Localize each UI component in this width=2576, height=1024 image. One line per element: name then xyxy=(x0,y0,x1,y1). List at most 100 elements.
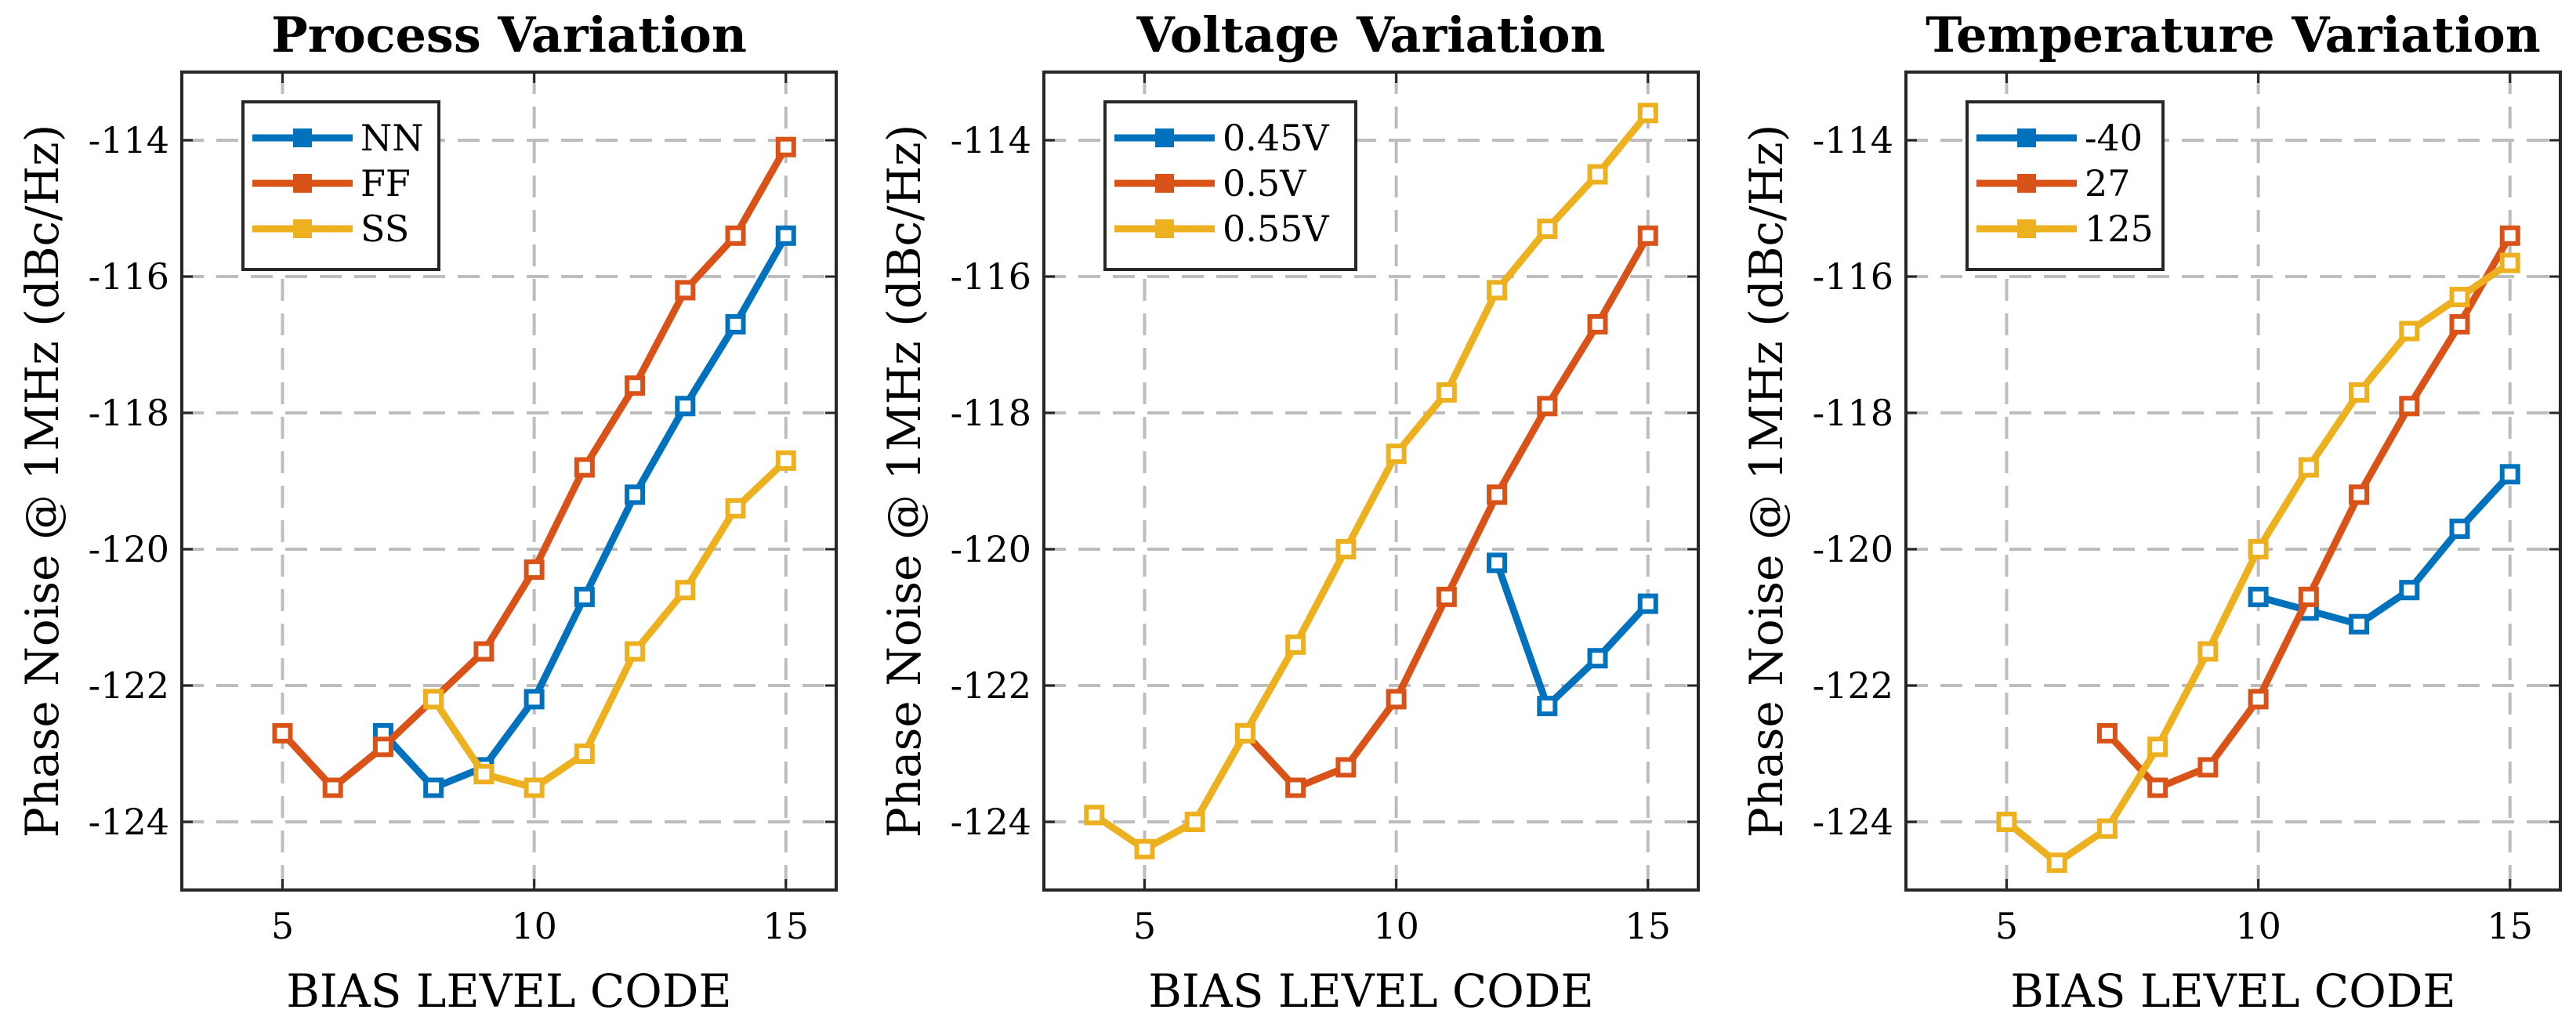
data-point-27 xyxy=(2096,722,2118,744)
data-point-0.5V xyxy=(1637,225,1658,246)
legend-label-FF: FF xyxy=(360,162,411,204)
legend-marker-FF xyxy=(293,174,312,193)
y-tick-label: -122 xyxy=(951,664,1031,707)
data-point-FF xyxy=(372,736,393,758)
y-tick-label: -114 xyxy=(89,119,169,161)
x-axis-label: BIAS LEVEL CODE xyxy=(1148,964,1593,1018)
legend-label-0.5V: 0.5V xyxy=(1223,162,1306,204)
data-point-SS xyxy=(725,498,746,519)
data-point-27 xyxy=(2197,757,2219,778)
y-tick-label: -118 xyxy=(89,392,169,434)
legend-label-NN: NN xyxy=(360,117,424,159)
y-tick-label: -116 xyxy=(89,255,169,298)
data-point-FF xyxy=(725,225,746,246)
legend-label-125: 125 xyxy=(2085,208,2154,250)
data-point-0.55V xyxy=(1386,443,1407,465)
data-point-FF xyxy=(272,722,293,744)
plot-frame xyxy=(1042,71,1700,892)
data-point-FF xyxy=(524,559,545,581)
y-tick-label: -114 xyxy=(1813,119,1893,161)
legend-marker-SS xyxy=(293,219,312,238)
legend-marker-0.45V xyxy=(1155,128,1174,147)
y-tick-label: -122 xyxy=(89,664,169,707)
data-point-125 xyxy=(2499,252,2520,273)
x-tick-label: 5 xyxy=(1133,905,1156,947)
data-point-0.45V xyxy=(1487,552,1508,574)
data-point-0.55V xyxy=(1436,382,1457,403)
y-tick-label: -124 xyxy=(1813,801,1893,843)
data-point--40 xyxy=(2399,580,2420,601)
y-axis-label: Phase Noise @ 1MHz (dBc/Hz) xyxy=(16,125,69,838)
legend-label-SS: SS xyxy=(360,208,409,250)
legend-label-27: 27 xyxy=(2085,162,2131,204)
y-tick-label: -114 xyxy=(951,119,1031,161)
legend-marker-125 xyxy=(2017,219,2036,238)
chart-title: Voltage Variation xyxy=(1136,6,1605,63)
data-point-0.55V xyxy=(1285,634,1306,655)
data-point--40 xyxy=(2248,586,2269,607)
data-point-0.5V xyxy=(1587,313,1608,335)
y-tick-label: -120 xyxy=(1813,528,1893,570)
data-point-125 xyxy=(1996,812,2017,832)
y-tick-label: -118 xyxy=(1813,392,1893,434)
data-point-0.55V xyxy=(1537,219,1558,240)
data-point-SS xyxy=(775,450,796,471)
data-point-125 xyxy=(2096,818,2118,839)
y-tick-label: -124 xyxy=(951,801,1031,843)
y-tick-label: -120 xyxy=(951,528,1031,570)
data-point-0.5V xyxy=(1285,777,1306,798)
y-axis-label: Phase Noise @ 1MHz (dBc/Hz) xyxy=(1740,125,1793,838)
legend-marker--40 xyxy=(2017,128,2036,147)
chart-title: Temperature Variation xyxy=(1926,6,2541,63)
data-point-0.55V xyxy=(1487,280,1508,301)
data-point-NN xyxy=(675,396,696,417)
data-point-0.55V xyxy=(1134,838,1155,859)
data-point-125 xyxy=(2248,539,2269,559)
data-point-SS xyxy=(524,777,545,798)
data-point-0.5V xyxy=(1436,586,1457,607)
data-point-27 xyxy=(2248,689,2269,710)
data-point-FF xyxy=(574,457,595,478)
chart-title: Process Variation xyxy=(271,6,747,63)
data-point-NN xyxy=(574,586,595,607)
data-point-0.55V xyxy=(1335,539,1357,559)
legend-marker-0.55V xyxy=(1155,219,1174,238)
voltage-variation-chart: 5 10 15 -114 -116 -118 -120 -122 -124 Voltage Var… xyxy=(878,6,1700,1018)
data-point-125 xyxy=(2197,641,2219,662)
x-axis-label: BIAS LEVEL CODE xyxy=(2010,964,2455,1018)
data-point-0.55V xyxy=(1234,722,1255,744)
x-tick-label: 15 xyxy=(763,905,809,947)
data-point-27 xyxy=(2349,484,2370,505)
x-tick-label: 5 xyxy=(1995,905,2018,947)
data-point-125 xyxy=(2449,287,2470,308)
legend-label--40: -40 xyxy=(2085,117,2143,159)
data-point-125 xyxy=(2147,736,2168,758)
data-point-NN xyxy=(775,225,796,246)
legend-label-0.45V: 0.45V xyxy=(1223,117,1329,159)
plot-frame xyxy=(180,71,838,892)
data-point-NN xyxy=(423,777,444,798)
data-point-FF xyxy=(625,375,646,396)
data-point-0.55V xyxy=(1637,103,1658,124)
x-tick-label: 10 xyxy=(511,905,557,947)
data-point-27 xyxy=(2499,225,2520,246)
data-point-0.55V xyxy=(1587,164,1608,185)
data-point-FF xyxy=(775,136,796,157)
data-point-125 xyxy=(2349,382,2370,403)
data-point-27 xyxy=(2399,396,2420,417)
data-point-SS xyxy=(423,689,444,710)
data-point-0.55V xyxy=(1084,805,1105,826)
data-point-SS xyxy=(675,580,696,601)
data-point--40 xyxy=(2349,613,2370,635)
x-tick-label: 15 xyxy=(1625,905,1671,947)
data-point-SS xyxy=(625,641,646,662)
data-point-FF xyxy=(322,777,343,798)
data-point--40 xyxy=(2499,464,2520,485)
y-tick-label: -116 xyxy=(951,255,1031,298)
y-tick-label: -124 xyxy=(89,801,169,843)
data-point-125 xyxy=(2399,320,2420,342)
process-variation-chart: 5 10 15 -114 -116 -118 -120 -122 -124 Process Var… xyxy=(16,6,838,1018)
